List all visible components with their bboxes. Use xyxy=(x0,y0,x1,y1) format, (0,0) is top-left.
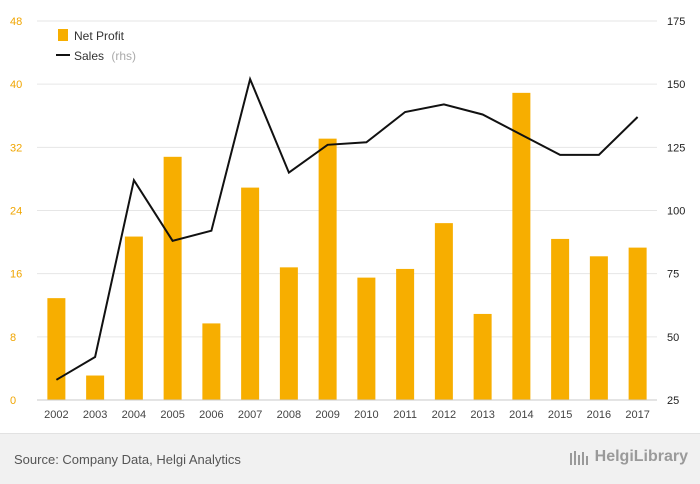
x-tick-label: 2009 xyxy=(315,409,339,421)
left-tick-label: 16 xyxy=(10,269,22,281)
legend-label-net-profit: Net Profit xyxy=(74,29,125,43)
bar xyxy=(124,236,143,400)
left-tick-label: 8 xyxy=(10,332,16,344)
legend-label-sales: Sales xyxy=(74,49,104,63)
bar xyxy=(318,138,337,400)
brand-logo: HelgiLibrary xyxy=(569,448,688,466)
legend-label-sales-rhs: (rhs) xyxy=(111,49,136,63)
left-tick-label: 48 xyxy=(10,16,22,28)
x-tick-label: 2006 xyxy=(199,409,223,421)
bar xyxy=(396,268,415,400)
bar xyxy=(628,247,647,400)
right-tick-label: 125 xyxy=(667,142,685,154)
left-tick-label: 40 xyxy=(10,79,22,91)
bar xyxy=(202,323,221,400)
bar xyxy=(551,238,570,400)
right-tick-label: 175 xyxy=(667,16,685,28)
x-tick-label: 2005 xyxy=(160,409,184,421)
right-axis: 25 50 75 100 125 150 175 xyxy=(667,16,685,407)
bar xyxy=(241,187,260,400)
x-tick-label: 2011 xyxy=(393,409,417,421)
x-tick-label: 2002 xyxy=(44,409,68,421)
bar xyxy=(473,313,492,400)
legend-swatch-net-profit xyxy=(58,29,68,41)
x-axis: 2002 2003 2004 2005 2006 2007 2008 2009 2010 2011… xyxy=(44,409,650,421)
footer: Source: Company Data, Helgi Analytics He… xyxy=(0,433,700,484)
x-tick-label: 2012 xyxy=(432,409,456,421)
source-text: Source: Company Data, Helgi Analytics xyxy=(14,452,241,467)
left-tick-label: 32 xyxy=(10,142,22,154)
brand-name: HelgiLibrary xyxy=(594,448,688,465)
bar xyxy=(47,298,66,400)
x-tick-label: 2013 xyxy=(470,409,494,421)
bar xyxy=(86,375,105,400)
x-tick-label: 2015 xyxy=(548,409,572,421)
bar xyxy=(357,277,376,400)
right-tick-label: 100 xyxy=(667,206,685,218)
x-tick-label: 2007 xyxy=(238,409,262,421)
x-tick-label: 2014 xyxy=(509,409,533,421)
right-tick-label: 75 xyxy=(667,269,679,281)
right-tick-label: 25 xyxy=(667,395,679,407)
left-tick-label: 0 xyxy=(10,395,16,407)
legend: Net Profit Sales (rhs) xyxy=(56,29,136,63)
x-tick-label: 2003 xyxy=(83,409,107,421)
right-tick-label: 150 xyxy=(667,79,685,91)
x-tick-label: 2017 xyxy=(625,409,649,421)
bar xyxy=(434,223,453,400)
svg-text:Sales (rhs): Sales (rhs) xyxy=(74,49,136,63)
bar xyxy=(589,256,608,400)
x-tick-label: 2008 xyxy=(277,409,301,421)
left-axis: 0 8 16 24 32 40 48 xyxy=(10,16,22,407)
x-tick-label: 2004 xyxy=(122,409,146,421)
line-sales xyxy=(55,75,639,381)
bar xyxy=(163,156,182,400)
x-tick-label: 2010 xyxy=(354,409,378,421)
combo-chart: 0 8 16 24 32 40 48 25 50 75 100 125 150 175 2002 2003… xyxy=(10,16,685,421)
left-tick-label: 24 xyxy=(10,206,22,218)
bar xyxy=(279,267,298,400)
x-tick-label: 2016 xyxy=(587,409,611,421)
bars-net-profit xyxy=(47,92,647,400)
bar xyxy=(512,92,531,400)
right-tick-label: 50 xyxy=(667,332,679,344)
library-icon xyxy=(569,451,588,465)
